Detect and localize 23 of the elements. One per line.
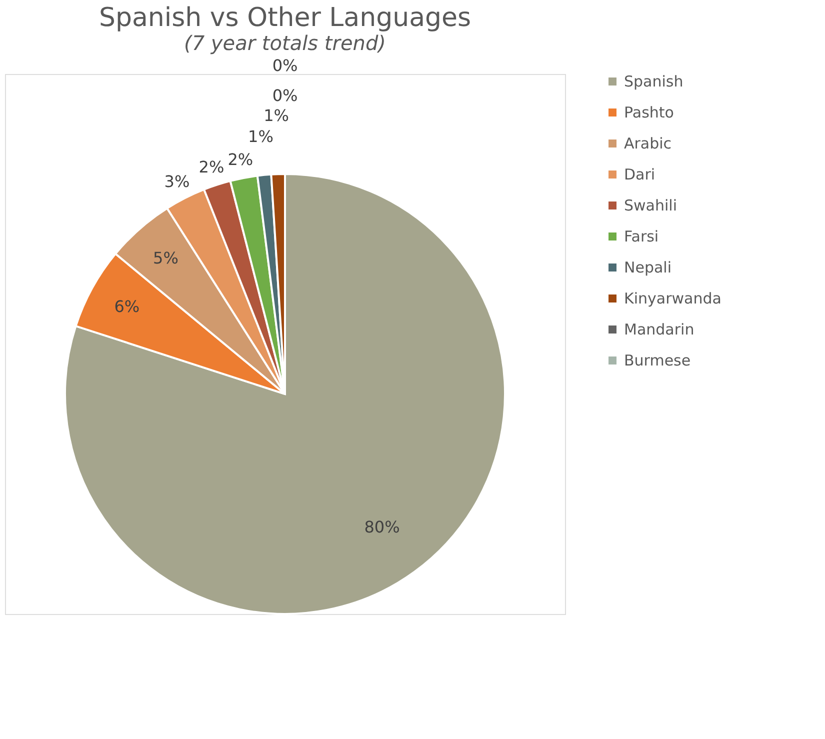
legend-label: Kinyarwanda — [624, 290, 722, 308]
legend-label: Nepali — [624, 258, 672, 276]
legend-label: Arabic — [624, 134, 672, 152]
data-label: 3% — [164, 172, 190, 191]
data-label: 2% — [228, 150, 254, 170]
pie-slice — [64, 173, 506, 615]
data-label: 80% — [364, 517, 400, 536]
legend-label: Swahili — [624, 196, 677, 214]
legend-label: Farsi — [624, 228, 659, 246]
legend-label: Pashto — [624, 104, 674, 122]
legend-label: Dari — [624, 166, 656, 184]
data-label: 1% — [264, 106, 289, 126]
chart-subtitle: (7 year totals trend) — [184, 31, 386, 55]
data-label: 2% — [198, 158, 224, 177]
text: 0% — [272, 86, 298, 105]
data-label: 6% — [114, 297, 140, 316]
text: 0% — [272, 56, 298, 75]
data-label: 1% — [248, 127, 274, 146]
legend-label: Spanish — [624, 72, 684, 90]
data-label: 5% — [153, 248, 178, 268]
legend-label: Burmese — [624, 352, 691, 370]
legend-label: Mandarin — [624, 320, 694, 338]
chart-title: Spanish vs Other Languages — [98, 3, 472, 33]
